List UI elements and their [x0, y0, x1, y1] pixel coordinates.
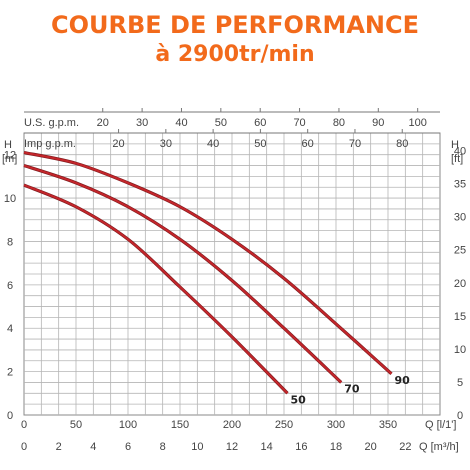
x-usgpm-label: U.S. g.p.m. — [24, 117, 79, 129]
x-tick-impgpm: 70 — [349, 138, 361, 150]
y-tick-ft: 20 — [454, 278, 466, 290]
x-tick-m3h: 14 — [261, 441, 273, 453]
x-tick-m3h: 6 — [125, 441, 131, 453]
x-tick-impgpm: 60 — [302, 138, 314, 150]
x-m3h-label: Q [m³/h] — [419, 441, 459, 453]
x-tick-usgpm: 20 — [97, 117, 109, 129]
y-tick-m: 10 — [4, 193, 16, 205]
x-tick-impgpm: 40 — [207, 138, 219, 150]
x-tick-usgpm: 80 — [333, 117, 345, 129]
x-tick-usgpm: 100 — [408, 117, 426, 129]
x-tick-lmin: 250 — [275, 419, 293, 431]
x-tick-usgpm: 70 — [293, 117, 305, 129]
x-tick-lmin: 100 — [119, 419, 137, 431]
x-tick-m3h: 16 — [295, 441, 307, 453]
curve-90 — [23, 151, 393, 375]
x-tick-m3h: 22 — [399, 441, 411, 453]
y-right-label-h: H — [451, 139, 459, 151]
x-tick-m3h: 10 — [191, 441, 203, 453]
x-tick-m3h: 12 — [226, 441, 238, 453]
x-tick-lmin: 50 — [70, 419, 82, 431]
x-tick-lmin: 350 — [379, 419, 397, 431]
x-tick-usgpm: 60 — [254, 117, 266, 129]
y-tick-m: 6 — [7, 280, 13, 292]
y-tick-ft: 35 — [454, 179, 466, 191]
x-tick-m3h: 2 — [56, 441, 62, 453]
grid — [24, 111, 440, 415]
x-tick-impgpm: 50 — [254, 138, 266, 150]
x-tick-lmin: 150 — [171, 419, 189, 431]
x-tick-impgpm: 20 — [112, 138, 124, 150]
x-lmin-label: Q [l/1'] — [425, 419, 456, 431]
curve-label-50: 50 — [290, 393, 306, 406]
chart-title: COURBE DE PERFORMANCE — [51, 11, 419, 39]
y-right-label-unit: [ft] — [451, 153, 463, 165]
y-left-label-unit: [m] — [2, 153, 17, 165]
y-tick-ft: 40 — [454, 146, 466, 158]
y-tick-ft: 15 — [454, 311, 466, 323]
y-left-label-h: H — [4, 139, 12, 151]
x-tick-m3h: 0 — [21, 441, 27, 453]
x-tick-m3h: 8 — [160, 441, 166, 453]
x-tick-m3h: 18 — [330, 441, 342, 453]
y-tick-ft: 30 — [454, 212, 466, 224]
x-tick-usgpm: 40 — [175, 117, 187, 129]
y-tick-m: 12 — [4, 150, 16, 162]
curve-50 — [23, 184, 289, 395]
y-tick-m: 8 — [7, 236, 13, 248]
x-impgpm-label: Imp g.p.m. — [24, 138, 76, 150]
y-tick-m: 2 — [7, 367, 13, 379]
ticks: 0 2 4 6 8 10 12 14 16 18 20 220 50 100 150 200 250 300 350… — [4, 108, 466, 453]
y-tick-ft: 0 — [457, 410, 463, 422]
curve-label-70: 70 — [344, 382, 360, 395]
y-tick-ft: 10 — [454, 344, 466, 356]
y-tick-ft: 5 — [457, 377, 463, 389]
y-tick-ft: 25 — [454, 245, 466, 257]
x-tick-lmin: 0 — [21, 419, 27, 431]
y-tick-m: 4 — [7, 323, 13, 335]
x-tick-usgpm: 90 — [372, 117, 384, 129]
chart-subtitle: à 2900tr/min — [155, 42, 315, 67]
x-tick-m3h: 4 — [90, 441, 96, 453]
curve-label-90: 90 — [394, 374, 410, 387]
x-tick-usgpm: 50 — [215, 117, 227, 129]
x-tick-m3h: 20 — [365, 441, 377, 453]
curves: 50 70 90 — [23, 150, 410, 406]
x-tick-usgpm: 30 — [136, 117, 148, 129]
y-tick-m: 0 — [7, 410, 13, 422]
x-tick-impgpm: 30 — [160, 138, 172, 150]
x-tick-lmin: 300 — [327, 419, 345, 431]
x-tick-lmin: 200 — [223, 419, 241, 431]
x-tick-impgpm: 80 — [396, 138, 408, 150]
curve-70 — [23, 164, 342, 384]
